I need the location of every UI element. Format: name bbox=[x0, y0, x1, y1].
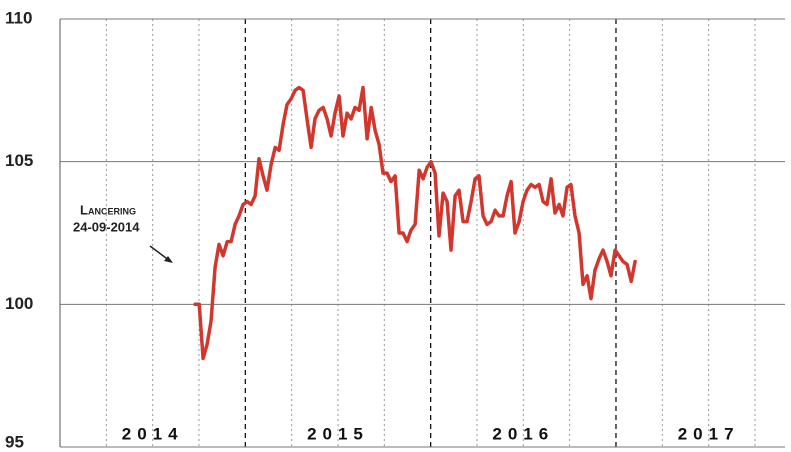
annotation-arrowhead bbox=[164, 256, 173, 263]
y-tick-label: 100 bbox=[5, 294, 33, 313]
y-tick-label: 110 bbox=[5, 8, 32, 27]
year-label: 2015 bbox=[307, 424, 369, 443]
y-tick-label: 105 bbox=[5, 151, 33, 170]
year-label: 2017 bbox=[678, 424, 740, 443]
y-tick-label: 95 bbox=[5, 432, 24, 451]
annotation-date: 24-09-2014 bbox=[73, 219, 140, 234]
year-label: 2016 bbox=[492, 424, 554, 443]
data-line bbox=[193, 85, 637, 361]
year-label: 2014 bbox=[122, 424, 184, 443]
annotation-title: Lancering bbox=[80, 202, 136, 217]
